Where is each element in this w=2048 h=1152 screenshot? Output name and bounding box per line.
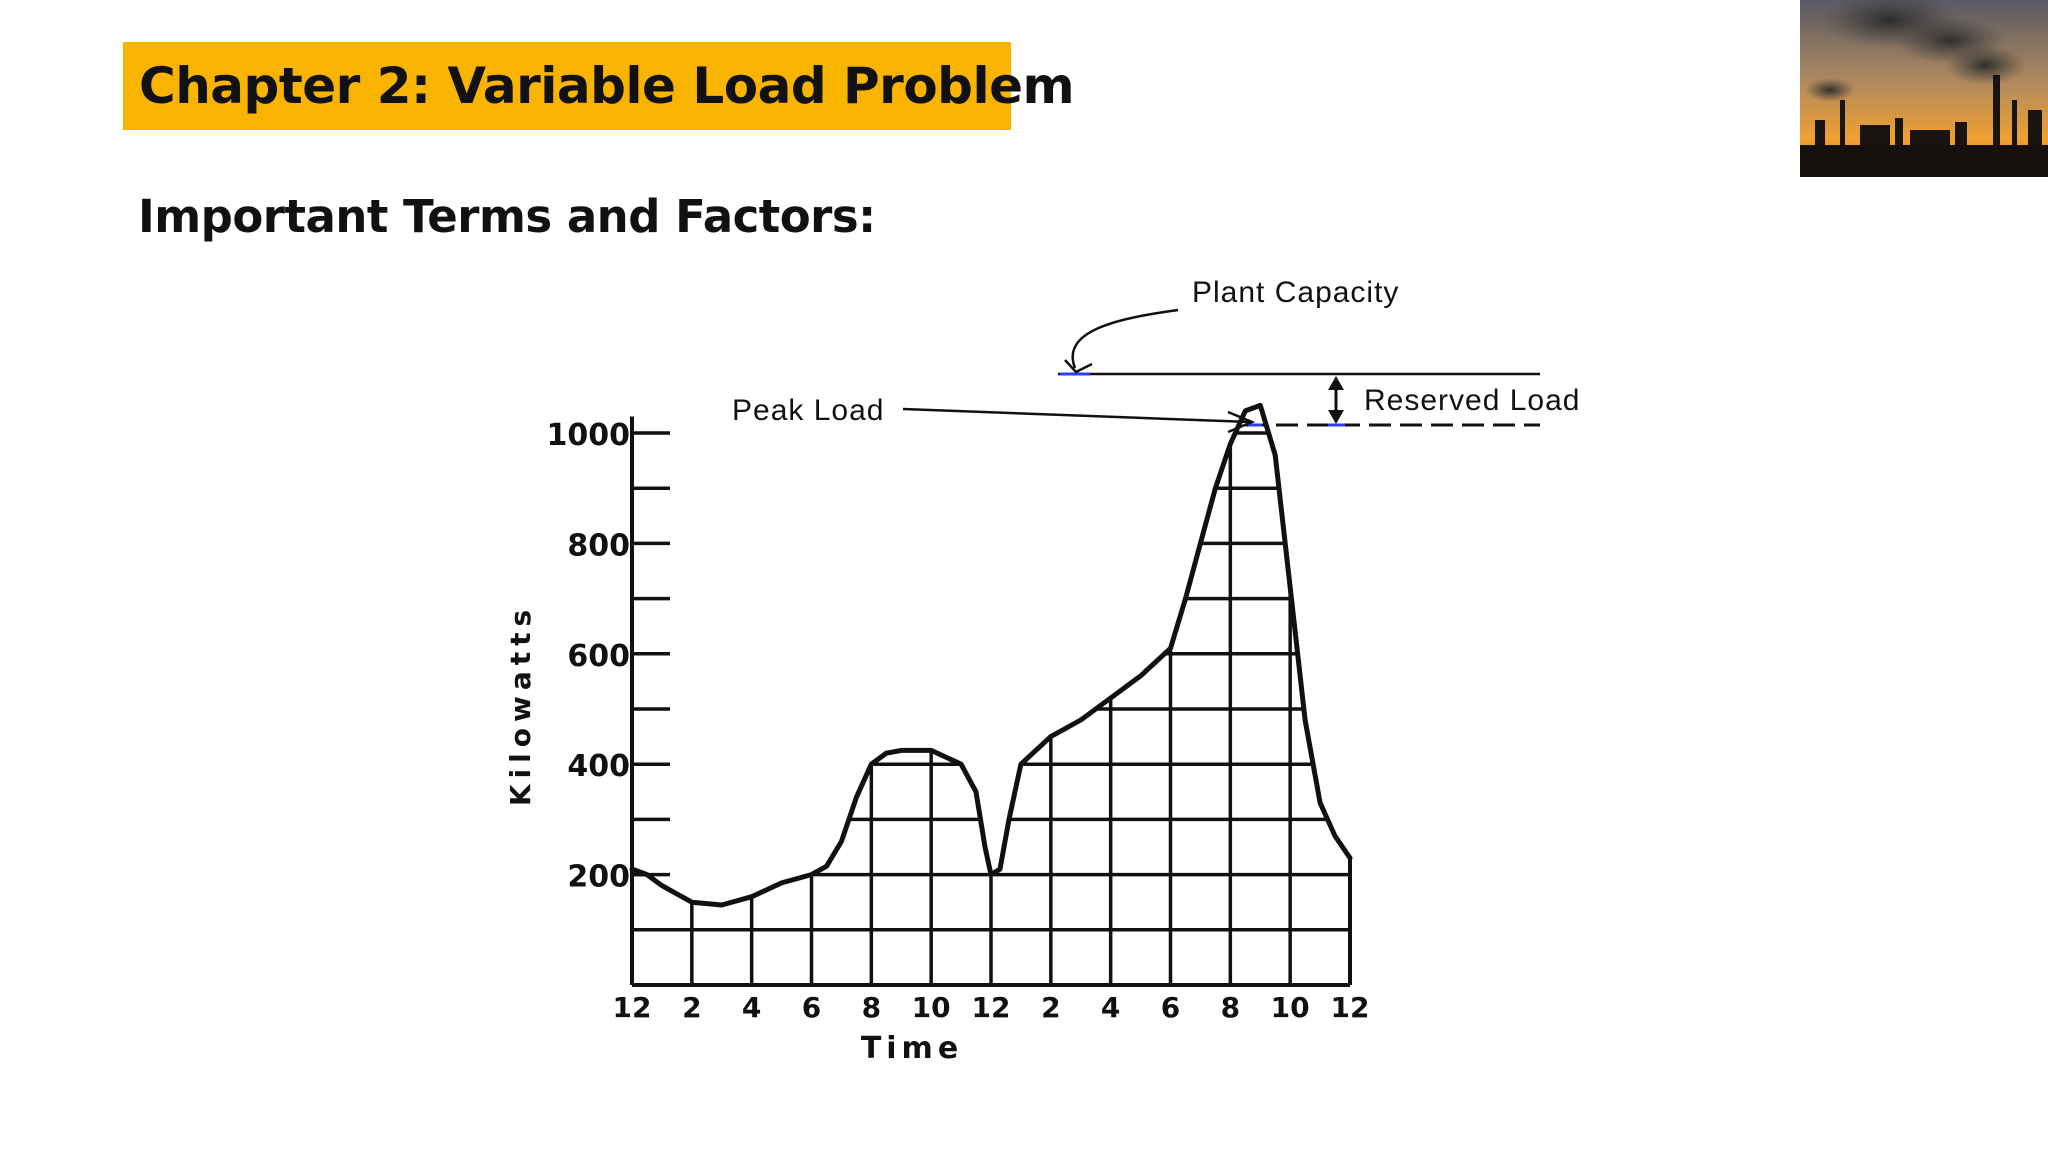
x-axis-label: Time [861, 1031, 963, 1066]
section-subtitle: Important Terms and Factors: [138, 190, 876, 243]
load-curve-line [629, 402, 1353, 908]
x-tick-label: 12 [613, 991, 652, 1024]
reserved-load-arrow-bottom [1328, 410, 1344, 424]
y-tick-label: 800 [567, 528, 630, 563]
y-tick-label: 600 [567, 639, 630, 674]
y-tick-label: 200 [567, 860, 630, 895]
peak-load-label: Peak Load [732, 394, 884, 427]
y-tick-label: 1000 [547, 418, 631, 453]
x-tick-label: 4 [742, 991, 761, 1024]
chapter-title: Chapter 2: Variable Load Problem [139, 57, 1075, 115]
chapter-title-banner: Chapter 2: Variable Load Problem [123, 42, 1075, 130]
plant-capacity-arrow [1071, 308, 1179, 369]
x-tick-label: 6 [1161, 991, 1180, 1024]
x-tick-label: 4 [1101, 991, 1120, 1024]
reserved-load-label: Reserved Load [1364, 384, 1580, 417]
x-tick-label: 10 [1271, 991, 1310, 1024]
plant-capacity-label: Plant Capacity [1192, 276, 1399, 309]
x-tick-label: 12 [972, 991, 1011, 1024]
peak-load-arrowhead [1227, 410, 1256, 434]
x-tick-label: 2 [682, 991, 701, 1024]
industrial-smokestack-sunset-photo [1800, 0, 2048, 185]
y-tick-label: 400 [567, 749, 630, 784]
x-tick-label: 12 [1331, 991, 1370, 1024]
plant-capacity-arrowhead [1064, 359, 1093, 374]
peak-load-arrow [902, 407, 1251, 424]
x-tick-label: 2 [1041, 991, 1060, 1024]
x-tick-label: 6 [802, 991, 821, 1024]
reserved-load-arrow-top [1328, 376, 1344, 390]
y-axis-label: Kilowatts [504, 604, 537, 806]
x-tick-label: 8 [862, 991, 881, 1024]
x-tick-label: 8 [1221, 991, 1240, 1024]
x-tick-label: 10 [912, 991, 951, 1024]
